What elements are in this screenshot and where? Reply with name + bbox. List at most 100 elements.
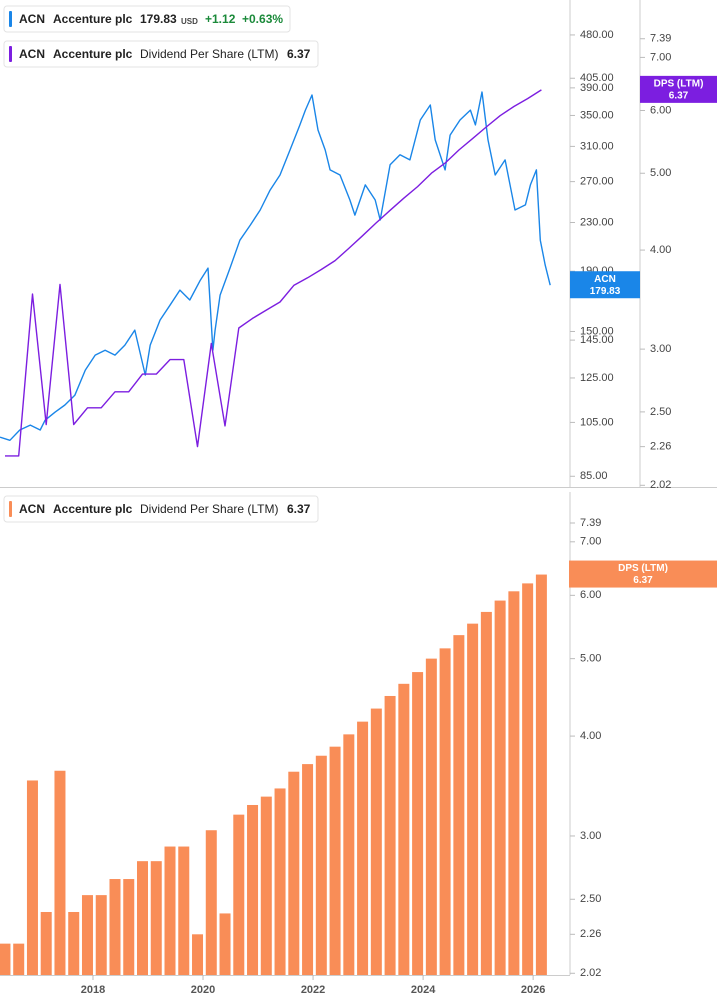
bar: [302, 764, 314, 975]
y2-tick-label: 7.39: [650, 33, 671, 45]
bar: [109, 879, 121, 975]
dps-tag-box: [640, 75, 717, 103]
y-tick-label: 350.00: [580, 109, 614, 121]
y-tick-label: 2.50: [580, 893, 601, 905]
bar: [453, 635, 465, 975]
bar: [370, 708, 382, 975]
bar: [164, 846, 176, 975]
x-tick-label: 2026: [521, 984, 545, 996]
dps-tag-label: DPS (LTM): [654, 79, 704, 90]
bar: [54, 770, 66, 975]
bar: [274, 788, 286, 975]
y-tick-label: 5.00: [580, 653, 601, 665]
y-tick-label: 2.02: [580, 967, 601, 979]
legend-swatch: [9, 501, 12, 517]
bar: [357, 721, 369, 975]
legend-change-pct: +0.63%: [242, 12, 283, 26]
y2-tick-label: 2.02: [650, 479, 671, 491]
bar: [137, 861, 148, 975]
plot: 85.00105.00125.00145.00150.00190.00230.0…: [0, 29, 671, 996]
y-tick-label: 7.39: [580, 517, 601, 529]
dps-tag-box: [569, 560, 717, 588]
series-line: [0, 91, 551, 441]
bar: [288, 771, 300, 975]
y-tick-label: 2.26: [580, 928, 601, 940]
y-tick-label: 4.00: [580, 730, 601, 742]
y2-tick-label: 5.00: [650, 167, 671, 179]
y-tick-label: 6.00: [580, 589, 601, 601]
bar: [95, 895, 107, 975]
bar: [247, 804, 259, 975]
bar: [219, 913, 231, 975]
bar: [535, 574, 547, 975]
y2-tick-label: 7.00: [650, 51, 671, 63]
bar: [178, 846, 190, 975]
legend-currency: USD: [181, 17, 198, 26]
bar: [205, 830, 217, 975]
legend-price: 179.83: [140, 12, 177, 26]
bar: [0, 943, 11, 975]
y-tick-label: 3.00: [580, 830, 601, 842]
legend-change: +1.12: [205, 12, 236, 26]
legend-box: [3, 5, 291, 33]
bar: [522, 583, 534, 975]
bar: [233, 814, 245, 975]
legend-series: Dividend Per Share (LTM): [140, 502, 279, 516]
legend-swatch: [9, 11, 12, 27]
bar: [508, 591, 520, 975]
legend-value: 6.37: [287, 47, 311, 61]
series-line: [5, 89, 542, 457]
legend-swatch: [9, 46, 12, 62]
bar: [150, 861, 162, 975]
y2-tick-label: 6.00: [650, 104, 671, 116]
y-tick-label: 480.00: [580, 29, 614, 41]
y2-tick-label: 2.26: [650, 441, 671, 453]
legend-value: 6.37: [287, 502, 311, 516]
bar: [13, 943, 25, 975]
bar: [480, 611, 492, 975]
bar: [398, 683, 410, 975]
legend: ACN Accenture plc 179.83 USD +1.12 +0.63…: [3, 5, 319, 523]
y-tick-label: 405.00: [580, 72, 614, 84]
y-tick-label: 125.00: [580, 372, 614, 384]
legend-box: [3, 495, 319, 523]
y-tick-label: 310.00: [580, 140, 614, 152]
legend-company: Accenture plc: [53, 502, 133, 516]
bar: [494, 600, 506, 975]
bar: [343, 734, 355, 975]
legend-ticker: ACN: [19, 12, 45, 26]
bar: [68, 911, 80, 975]
bar: [315, 755, 327, 975]
x-tick-label: 2022: [301, 984, 325, 996]
y-tick-label: 270.00: [580, 176, 614, 188]
dps-tag-value: 6.37: [669, 91, 689, 102]
dps-tag-label: DPS (LTM): [618, 563, 668, 574]
bar: [384, 695, 396, 975]
bar: [425, 658, 437, 975]
bar: [412, 672, 424, 975]
legend-ticker: ACN: [19, 47, 45, 61]
y-tick-label: 150.00: [580, 325, 614, 337]
bar: [439, 648, 451, 975]
bar: [329, 746, 341, 975]
dps-tag-value: 6.37: [633, 575, 653, 586]
x-tick-label: 2018: [81, 984, 105, 996]
x-tick-label: 2020: [191, 984, 215, 996]
y-tick-label: 105.00: [580, 416, 614, 428]
bar: [81, 895, 93, 975]
legend-box: [3, 40, 319, 68]
bar: [123, 879, 135, 975]
legend-company: Accenture plc: [53, 12, 133, 26]
bar: [467, 623, 479, 975]
y-tick-label: 7.00: [580, 536, 601, 548]
x-tick-label: 2024: [411, 984, 436, 996]
legend-ticker: ACN: [19, 502, 45, 516]
y-tick-label: 230.00: [580, 216, 614, 228]
y-tick-label: 390.00: [580, 82, 614, 94]
price-tag-value: 179.83: [590, 286, 621, 297]
legend-series: Dividend Per Share (LTM): [140, 47, 279, 61]
bar: [260, 796, 272, 975]
